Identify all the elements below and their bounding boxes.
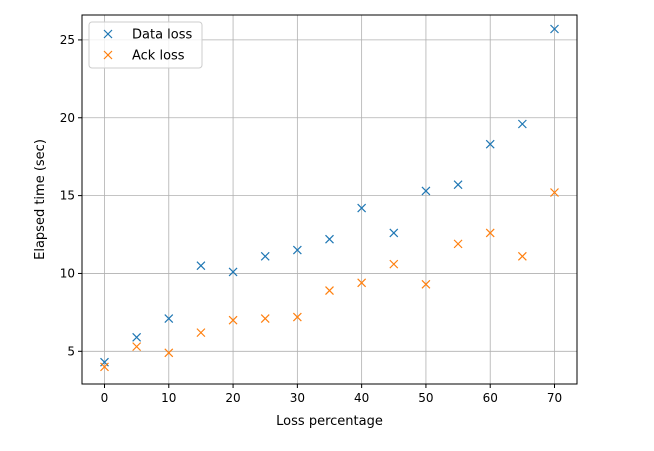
y-tick-label: 5	[67, 344, 75, 358]
data-point	[292, 312, 302, 322]
marker-stroke	[550, 188, 559, 197]
y-axis: 5 10 15 20 25	[60, 33, 82, 358]
data-point	[550, 188, 559, 197]
marker-stroke	[228, 315, 238, 325]
data-point	[228, 267, 238, 277]
marker-stroke	[164, 348, 174, 358]
marker-stroke	[132, 342, 142, 352]
marker-stroke	[517, 251, 527, 261]
x-axis: 0 10 20 30 40 50 60 70	[101, 384, 562, 405]
x-tick-label: 70	[547, 391, 562, 405]
data-point	[453, 239, 463, 249]
marker-stroke	[228, 267, 238, 277]
marker-stroke	[292, 312, 302, 322]
marker-stroke	[196, 328, 206, 338]
data-point	[453, 180, 463, 190]
marker-stroke	[132, 332, 142, 342]
data-point	[485, 228, 495, 238]
marker-stroke	[421, 279, 431, 289]
data-marks	[100, 24, 559, 372]
x-tick-label: 60	[483, 391, 498, 405]
marker-stroke	[453, 180, 463, 190]
marker-stroke	[357, 203, 367, 213]
data-point	[485, 139, 495, 149]
marker-stroke	[103, 50, 113, 60]
data-point	[292, 245, 302, 255]
marker-stroke	[292, 245, 302, 255]
y-axis-label: Elapsed time (sec)	[33, 139, 48, 260]
legend-item: Ack loss	[103, 49, 185, 64]
marker-stroke	[517, 119, 527, 129]
legend-marker	[103, 29, 113, 39]
marker-stroke	[389, 259, 399, 269]
legend-box	[88, 21, 203, 69]
marker-stroke	[260, 314, 270, 324]
marker-stroke	[325, 286, 334, 296]
data-point	[389, 259, 399, 269]
data-point	[260, 314, 270, 324]
marker-stroke	[357, 278, 367, 288]
data-point	[228, 315, 238, 325]
marker-stroke	[550, 24, 559, 34]
marker-stroke	[260, 251, 270, 261]
legend: Data loss Ack loss	[88, 21, 203, 69]
data-point	[196, 328, 206, 338]
series-ack-loss	[100, 188, 559, 372]
marker-stroke	[485, 139, 495, 149]
data-point	[389, 228, 399, 238]
marker-stroke	[100, 362, 109, 372]
data-point	[421, 186, 431, 196]
x-tick-label: 0	[101, 391, 109, 405]
legend-marker	[103, 50, 113, 60]
y-tick-label: 20	[60, 111, 75, 125]
marker-stroke	[325, 234, 334, 244]
data-point	[357, 203, 367, 213]
data-point	[517, 251, 527, 261]
data-point	[325, 234, 334, 244]
y-tick-label: 15	[60, 189, 75, 203]
x-tick-label: 50	[418, 391, 433, 405]
marker-stroke	[164, 314, 174, 324]
marker-stroke	[389, 228, 399, 238]
data-point	[132, 332, 142, 342]
data-point	[550, 24, 559, 34]
data-point	[260, 251, 270, 261]
legend-label: Ack loss	[132, 49, 185, 64]
marker-stroke	[196, 261, 206, 271]
data-point	[421, 279, 431, 289]
data-point	[100, 362, 109, 372]
data-point	[196, 261, 206, 271]
x-tick-label: 20	[225, 391, 240, 405]
data-point	[517, 119, 527, 129]
legend-label: Data loss	[132, 28, 193, 43]
data-point	[325, 286, 334, 296]
data-point	[132, 342, 142, 352]
x-tick-label: 10	[161, 391, 176, 405]
marker-stroke	[103, 29, 113, 39]
x-tick-label: 30	[290, 391, 305, 405]
legend-item: Data loss	[103, 28, 193, 43]
x-tick-label: 40	[354, 391, 369, 405]
data-point	[164, 348, 174, 358]
marker-stroke	[485, 228, 495, 238]
y-tick-label: 25	[60, 33, 75, 47]
grid-lines	[82, 15, 577, 384]
data-point	[164, 314, 174, 324]
marker-stroke	[453, 239, 463, 249]
y-tick-label: 10	[60, 266, 75, 280]
plot-frame	[81, 14, 578, 385]
marker-stroke	[421, 186, 431, 196]
x-axis-label: Loss percentage	[276, 414, 383, 429]
data-point	[357, 278, 367, 288]
